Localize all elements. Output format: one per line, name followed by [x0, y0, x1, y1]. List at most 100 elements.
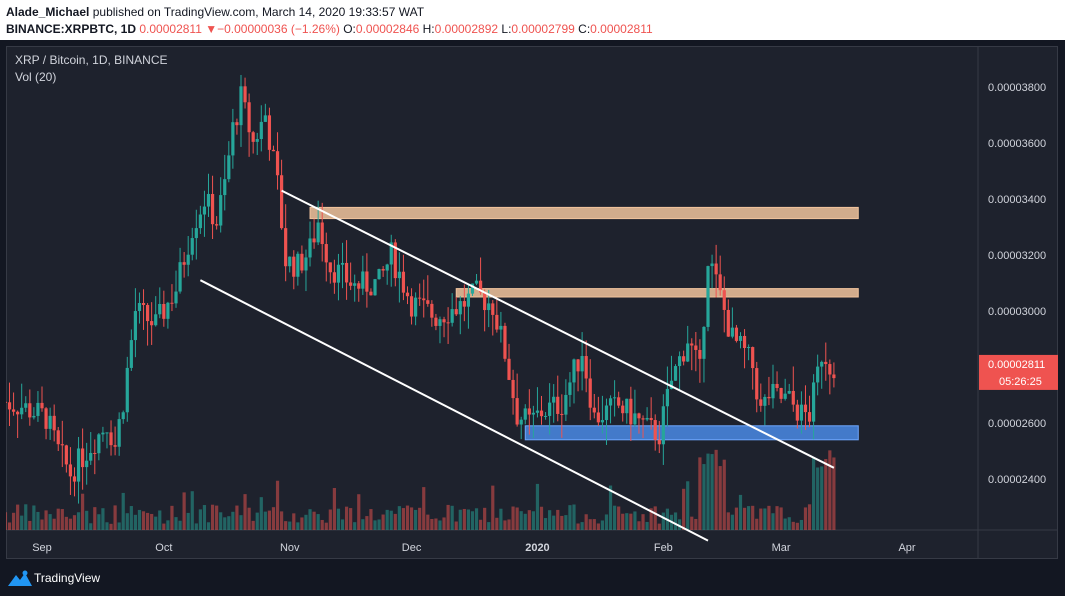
tradingview-brand[interactable]: TradingView: [34, 571, 101, 585]
candle-body: [304, 257, 308, 271]
volume-bar: [759, 508, 763, 530]
candle-body: [458, 301, 462, 315]
volume-bar: [426, 514, 430, 530]
candle-body: [564, 394, 568, 415]
candle-body: [483, 292, 487, 311]
volume-bar: [129, 506, 133, 530]
candle-body: [795, 404, 799, 421]
volume-bar: [462, 508, 466, 530]
volume-bar: [503, 520, 507, 530]
candle-body: [669, 380, 674, 389]
volume-bar: [730, 514, 734, 530]
candle-body: [389, 242, 393, 265]
candle-body: [763, 396, 767, 406]
volume-bar: [751, 505, 755, 530]
candle-body: [385, 264, 389, 271]
volume-bar: [97, 514, 101, 530]
candle-body: [613, 397, 617, 399]
candle-body: [251, 132, 255, 142]
volume-bar: [178, 520, 182, 530]
candle-body: [604, 405, 609, 421]
volume-bar: [535, 483, 540, 530]
volume-bar: [312, 511, 316, 530]
volume-bar: [811, 457, 816, 530]
volume-bar: [645, 521, 649, 530]
candle-body: [344, 262, 349, 283]
volume-legend: Vol (20): [15, 70, 57, 84]
volume-bar: [747, 506, 751, 530]
candle-body: [548, 402, 552, 416]
open-label: O:: [343, 22, 356, 36]
volume-bar: [495, 517, 499, 530]
candle-body: [284, 228, 288, 267]
candle-body: [28, 403, 32, 418]
candle-body: [182, 262, 186, 265]
volume-bar: [698, 457, 702, 530]
volume-bar: [113, 505, 117, 530]
price-chart[interactable]: 0.000024000.000026000.000028000.00003000…: [6, 46, 1058, 559]
volume-bar: [706, 453, 710, 530]
candle-body: [76, 448, 81, 482]
candle-body: [89, 452, 93, 461]
volume-bar: [44, 510, 48, 530]
candle-body: [726, 309, 730, 337]
volume-bar: [401, 508, 406, 530]
volume-bar: [621, 513, 625, 530]
candle-body: [734, 327, 739, 341]
candle-body: [81, 448, 85, 468]
candle-body: [52, 415, 56, 431]
candle-body: [369, 291, 373, 296]
candle-body: [365, 271, 369, 292]
volume-bar: [596, 523, 600, 530]
candle-body: [499, 325, 503, 330]
volume-bar: [608, 485, 613, 530]
candle-body: [511, 379, 515, 399]
candle-body: [686, 343, 690, 362]
candle-body: [113, 445, 117, 447]
volume-bar: [109, 523, 113, 530]
candle-body: [592, 407, 596, 413]
candle-body: [779, 387, 783, 399]
volume-bar: [673, 512, 678, 530]
candle-body: [133, 311, 138, 341]
candle-body: [535, 410, 540, 413]
candle-body: [373, 279, 377, 296]
candle-body: [32, 415, 36, 418]
author-name[interactable]: Alade_Michael: [6, 5, 90, 19]
candle-body: [141, 302, 146, 305]
high-label: H:: [422, 22, 435, 36]
volume-bar: [807, 504, 812, 530]
candle-body: [641, 418, 645, 420]
volume-bar: [251, 520, 255, 530]
volume-bar: [454, 521, 458, 530]
candle-body: [154, 314, 158, 326]
volume-bar: [779, 507, 783, 530]
candle-body: [349, 282, 353, 286]
tradingview-logo-icon[interactable]: [8, 570, 32, 586]
volume-bar: [442, 517, 446, 530]
candle-body: [166, 302, 170, 319]
candle-body: [336, 264, 341, 283]
candle-body: [738, 335, 743, 341]
price-tick-label: 0.00003800: [988, 82, 1046, 94]
volume-bar: [633, 511, 637, 530]
candle-body: [803, 404, 808, 413]
candle-body: [608, 398, 613, 406]
volume-bar: [344, 506, 349, 530]
volume-bar: [28, 520, 32, 530]
volume-bar: [682, 488, 686, 530]
candle-body: [682, 356, 686, 362]
candle-body: [409, 296, 414, 317]
volume-bar: [478, 519, 483, 530]
volume-bar: [85, 510, 89, 530]
volume-bar: [210, 504, 215, 530]
time-tick-label: 2020: [525, 542, 549, 554]
candle-body: [68, 464, 73, 477]
volume-bar: [174, 517, 178, 530]
chart-legend-title: XRP / Bitcoin, 1D, BINANCE: [15, 53, 168, 67]
candle-body: [308, 238, 312, 258]
candle-body: [527, 408, 531, 415]
volume-bar: [726, 512, 730, 530]
volume-bar: [458, 509, 462, 530]
high-value: 0.00002892: [434, 22, 499, 36]
